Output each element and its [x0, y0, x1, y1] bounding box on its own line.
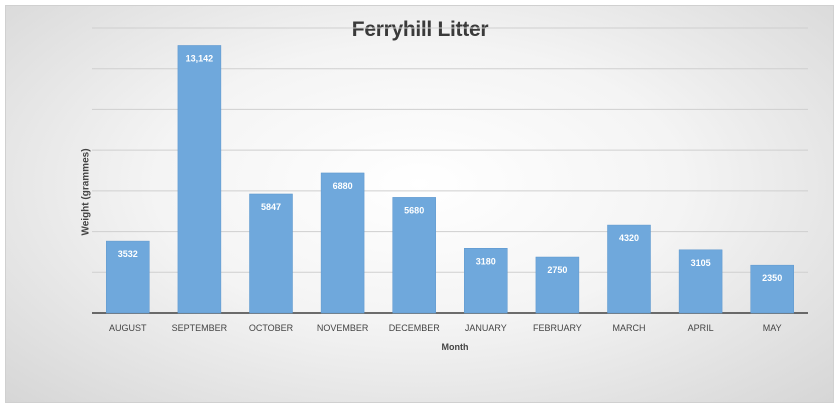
bar-september	[177, 45, 222, 314]
data-label: 4320	[619, 233, 639, 243]
data-label: 6880	[333, 181, 353, 191]
data-label: 5847	[261, 202, 281, 212]
data-label: 3532	[118, 249, 138, 259]
bar-december	[392, 197, 436, 314]
bar-august	[106, 240, 150, 314]
bars: 3532 13,142 5847 6880 5680 3180 2750 4320 3105 23…	[106, 45, 794, 314]
category-label: OCTOBER	[249, 323, 294, 333]
data-label: 3180	[476, 256, 496, 266]
data-label: 2350	[762, 273, 782, 283]
bar-january	[464, 248, 508, 314]
category-label: SEPTEMBER	[172, 323, 228, 333]
bar-october	[249, 193, 293, 314]
data-label: 5680	[404, 205, 424, 215]
category-label: DECEMBER	[389, 323, 441, 333]
bar-february	[535, 256, 580, 314]
data-label: 2750	[547, 265, 567, 275]
category-label: AUGUST	[109, 323, 147, 333]
bar-march	[607, 224, 651, 314]
chart-title: Ferryhill Litter	[351, 18, 489, 41]
category-labels: AUGUST SEPTEMBER OCTOBER NOVEMBER DECEMBER JA…	[109, 323, 782, 333]
category-label: MAY	[763, 323, 782, 333]
category-label: NOVEMBER	[317, 323, 369, 333]
x-axis-label: Month	[441, 342, 469, 352]
category-label: JANUARY	[465, 323, 507, 333]
data-label: 3105	[691, 258, 711, 268]
category-label: MARCH	[613, 323, 646, 333]
bar-may	[750, 264, 794, 314]
category-label: APRIL	[688, 323, 714, 333]
bar-november	[320, 172, 365, 314]
category-label: FEBRUARY	[533, 323, 582, 333]
data-label: 13,142	[186, 53, 214, 63]
bar-april	[678, 249, 723, 314]
